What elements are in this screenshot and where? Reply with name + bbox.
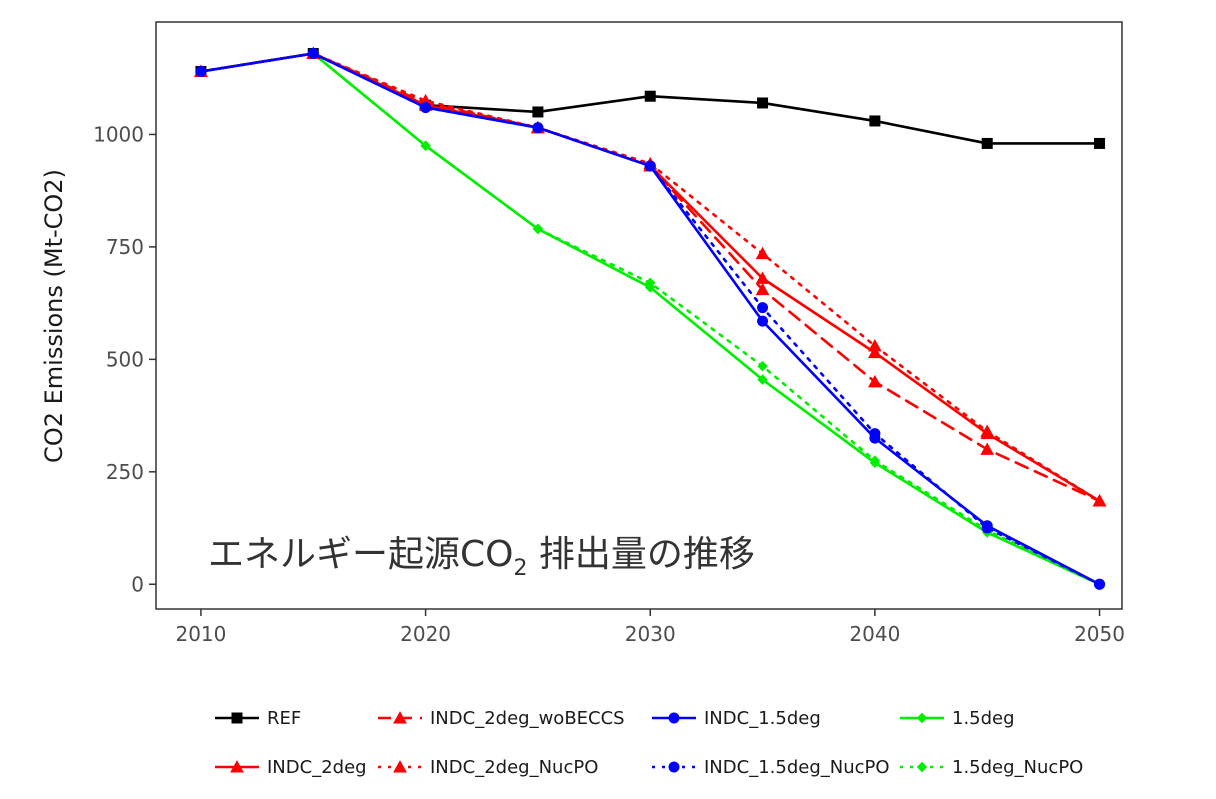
data-point	[869, 115, 881, 127]
data-point	[980, 442, 995, 455]
legend-label: INDC_1.5deg	[704, 708, 821, 729]
data-point	[757, 97, 769, 109]
data-point	[980, 426, 995, 440]
data-point	[868, 345, 882, 359]
legend-label: 1.5deg_NucPO	[952, 757, 1083, 778]
data-point	[755, 282, 770, 296]
x-tick-label: 2030	[625, 622, 676, 646]
data-point	[755, 246, 770, 260]
legend: REF INDC_2deg_woBECCS INDC_1.5deg 1.5deg IND…	[215, 708, 1083, 778]
legend-label: INDC_2deg_NucPO	[430, 757, 598, 778]
data-point	[420, 140, 431, 151]
legend-label: INDC_2deg	[267, 757, 367, 778]
data-point	[869, 457, 881, 469]
chart-annotation: エネルギー起源CO2 排出量の推移	[208, 534, 755, 581]
data-point	[869, 432, 881, 444]
data-point	[868, 374, 882, 388]
series-indc-1-5deg	[195, 47, 1106, 590]
data-point	[532, 122, 544, 134]
legend-item-ref: REF	[215, 708, 301, 729]
legend-key-marker	[231, 712, 243, 724]
legend-item-1-5deg-nucpo: 1.5deg_NucPO	[900, 757, 1083, 778]
y-tick-label: 250	[106, 460, 144, 484]
series-layer	[194, 46, 1107, 590]
legend-item-1-5deg: 1.5deg	[900, 708, 1015, 729]
y-tick-label: 1000	[93, 122, 144, 146]
legend-key-marker	[916, 712, 928, 724]
data-point	[868, 338, 882, 352]
y-axis: 0 250 500 750 1000	[93, 122, 156, 596]
legend-key-marker	[393, 760, 407, 773]
data-point	[645, 282, 656, 293]
data-point	[1094, 137, 1106, 149]
x-tick-label: 2040	[849, 622, 900, 646]
legend-label: INDC_2deg_woBECCS	[430, 708, 625, 729]
data-point	[644, 90, 656, 102]
legend-item-indc-1-5deg-nucpo: INDC_1.5deg_NucPO	[652, 757, 890, 778]
legend-label: 1.5deg	[952, 708, 1015, 729]
plot-panel	[155, 21, 1123, 610]
legend-item-indc-2deg-wobeccs: INDC_2deg_woBECCS	[378, 708, 625, 729]
legend-item-indc-2deg-nucpo: INDC_2deg_NucPO	[378, 757, 598, 778]
data-point	[757, 360, 768, 372]
legend-key-marker	[668, 712, 680, 724]
data-point	[757, 374, 768, 385]
y-tick-label: 0	[131, 572, 144, 596]
data-point	[532, 223, 544, 235]
x-tick-label: 2050	[1074, 622, 1125, 646]
data-point	[755, 271, 770, 284]
data-point	[420, 101, 432, 113]
data-point	[757, 302, 769, 314]
y-tick-label: 500	[106, 347, 144, 371]
data-point	[981, 520, 993, 532]
data-point	[1092, 494, 1107, 507]
data-point	[1094, 578, 1106, 590]
legend-label: INDC_1.5deg_NucPO	[704, 757, 890, 778]
legend-item-indc-2deg: INDC_2deg	[215, 757, 367, 778]
legend-label: REF	[267, 708, 301, 729]
y-tick-label: 750	[106, 235, 144, 259]
data-point	[307, 47, 319, 59]
x-axis: 2010 2020 2030 2040 2050	[175, 609, 1125, 646]
x-tick-label: 2020	[400, 622, 451, 646]
legend-key-marker	[230, 760, 244, 773]
data-point	[981, 137, 993, 149]
legend-item-indc-1-5deg: INDC_1.5deg	[652, 708, 821, 729]
data-point	[532, 106, 544, 118]
legend-key-marker	[916, 761, 928, 773]
data-point	[644, 160, 656, 172]
legend-key-marker	[393, 711, 407, 724]
data-point	[757, 315, 769, 327]
y-axis-title: CO2 Emissions (Mt-CO2)	[40, 169, 68, 463]
x-tick-label: 2010	[175, 622, 226, 646]
data-point	[195, 65, 207, 77]
legend-key-marker	[668, 761, 680, 773]
